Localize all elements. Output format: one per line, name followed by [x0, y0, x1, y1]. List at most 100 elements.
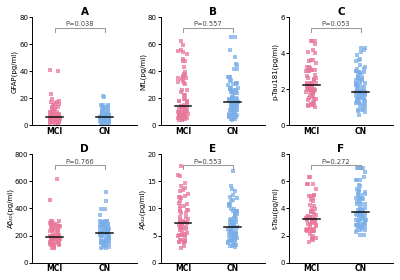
Point: [56, 116, 63, 120]
Point: [104, 107, 111, 111]
Point: [54, 110, 60, 115]
Point: [353, 196, 359, 200]
Point: [228, 220, 235, 224]
Point: [354, 227, 360, 232]
Point: [182, 93, 189, 97]
Point: [103, 114, 109, 118]
Point: [99, 230, 105, 235]
Point: [177, 204, 183, 208]
Point: [234, 63, 240, 67]
Point: [180, 220, 186, 224]
Point: [312, 88, 318, 92]
Point: [303, 228, 310, 232]
Point: [232, 214, 238, 219]
Point: [101, 108, 108, 113]
Point: [180, 116, 186, 120]
Point: [231, 235, 237, 240]
Point: [354, 191, 361, 196]
Point: [313, 235, 319, 240]
Point: [50, 245, 57, 249]
Point: [228, 101, 235, 105]
Point: [48, 111, 54, 116]
Point: [52, 237, 58, 241]
Point: [355, 190, 361, 194]
Point: [182, 106, 188, 110]
Point: [181, 113, 188, 118]
Point: [56, 225, 62, 229]
Point: [358, 193, 364, 197]
Point: [50, 236, 57, 241]
Point: [355, 75, 362, 79]
Point: [233, 88, 239, 93]
Point: [182, 72, 188, 77]
Point: [359, 90, 366, 95]
Point: [50, 243, 56, 248]
Point: [309, 229, 316, 234]
Point: [47, 120, 54, 124]
Point: [312, 38, 318, 43]
Point: [234, 97, 240, 101]
Point: [234, 225, 240, 229]
Point: [100, 105, 106, 110]
Point: [178, 223, 184, 227]
Point: [226, 113, 233, 118]
Point: [48, 100, 54, 104]
Point: [176, 174, 183, 179]
Point: [230, 105, 237, 109]
Point: [105, 222, 112, 227]
Point: [233, 95, 239, 100]
Point: [355, 221, 361, 225]
Point: [104, 118, 110, 122]
Point: [101, 105, 108, 110]
Point: [49, 117, 56, 122]
Point: [182, 76, 189, 80]
Point: [105, 116, 112, 120]
Point: [353, 69, 360, 73]
Point: [176, 208, 183, 213]
Point: [362, 65, 369, 69]
Point: [356, 58, 362, 62]
Point: [176, 218, 183, 223]
Point: [308, 229, 314, 233]
Point: [306, 175, 312, 179]
Point: [47, 221, 54, 225]
Point: [177, 195, 184, 199]
Point: [55, 98, 62, 103]
Point: [309, 68, 316, 72]
Point: [51, 113, 58, 117]
Point: [102, 242, 108, 247]
Point: [184, 99, 190, 104]
Point: [184, 87, 190, 92]
Point: [101, 238, 108, 243]
Point: [181, 240, 187, 244]
Point: [308, 209, 314, 214]
Point: [231, 223, 237, 228]
Point: [354, 76, 361, 81]
Point: [99, 230, 105, 234]
Title: A: A: [81, 7, 89, 17]
Point: [233, 229, 240, 233]
Point: [48, 238, 54, 243]
Point: [100, 103, 106, 107]
Point: [354, 222, 360, 227]
Point: [183, 211, 190, 216]
Point: [49, 97, 56, 101]
Point: [362, 109, 368, 114]
Point: [230, 192, 236, 197]
Point: [360, 207, 366, 212]
Point: [232, 234, 238, 239]
Point: [97, 228, 103, 232]
Point: [231, 55, 238, 59]
Point: [102, 207, 108, 212]
Point: [311, 78, 317, 83]
Point: [98, 240, 104, 244]
Point: [99, 221, 106, 226]
Point: [232, 105, 238, 109]
Point: [178, 227, 185, 232]
Point: [54, 113, 60, 117]
Point: [229, 238, 235, 242]
Point: [228, 103, 234, 107]
Point: [54, 229, 61, 233]
Point: [304, 227, 310, 232]
Point: [226, 112, 232, 116]
